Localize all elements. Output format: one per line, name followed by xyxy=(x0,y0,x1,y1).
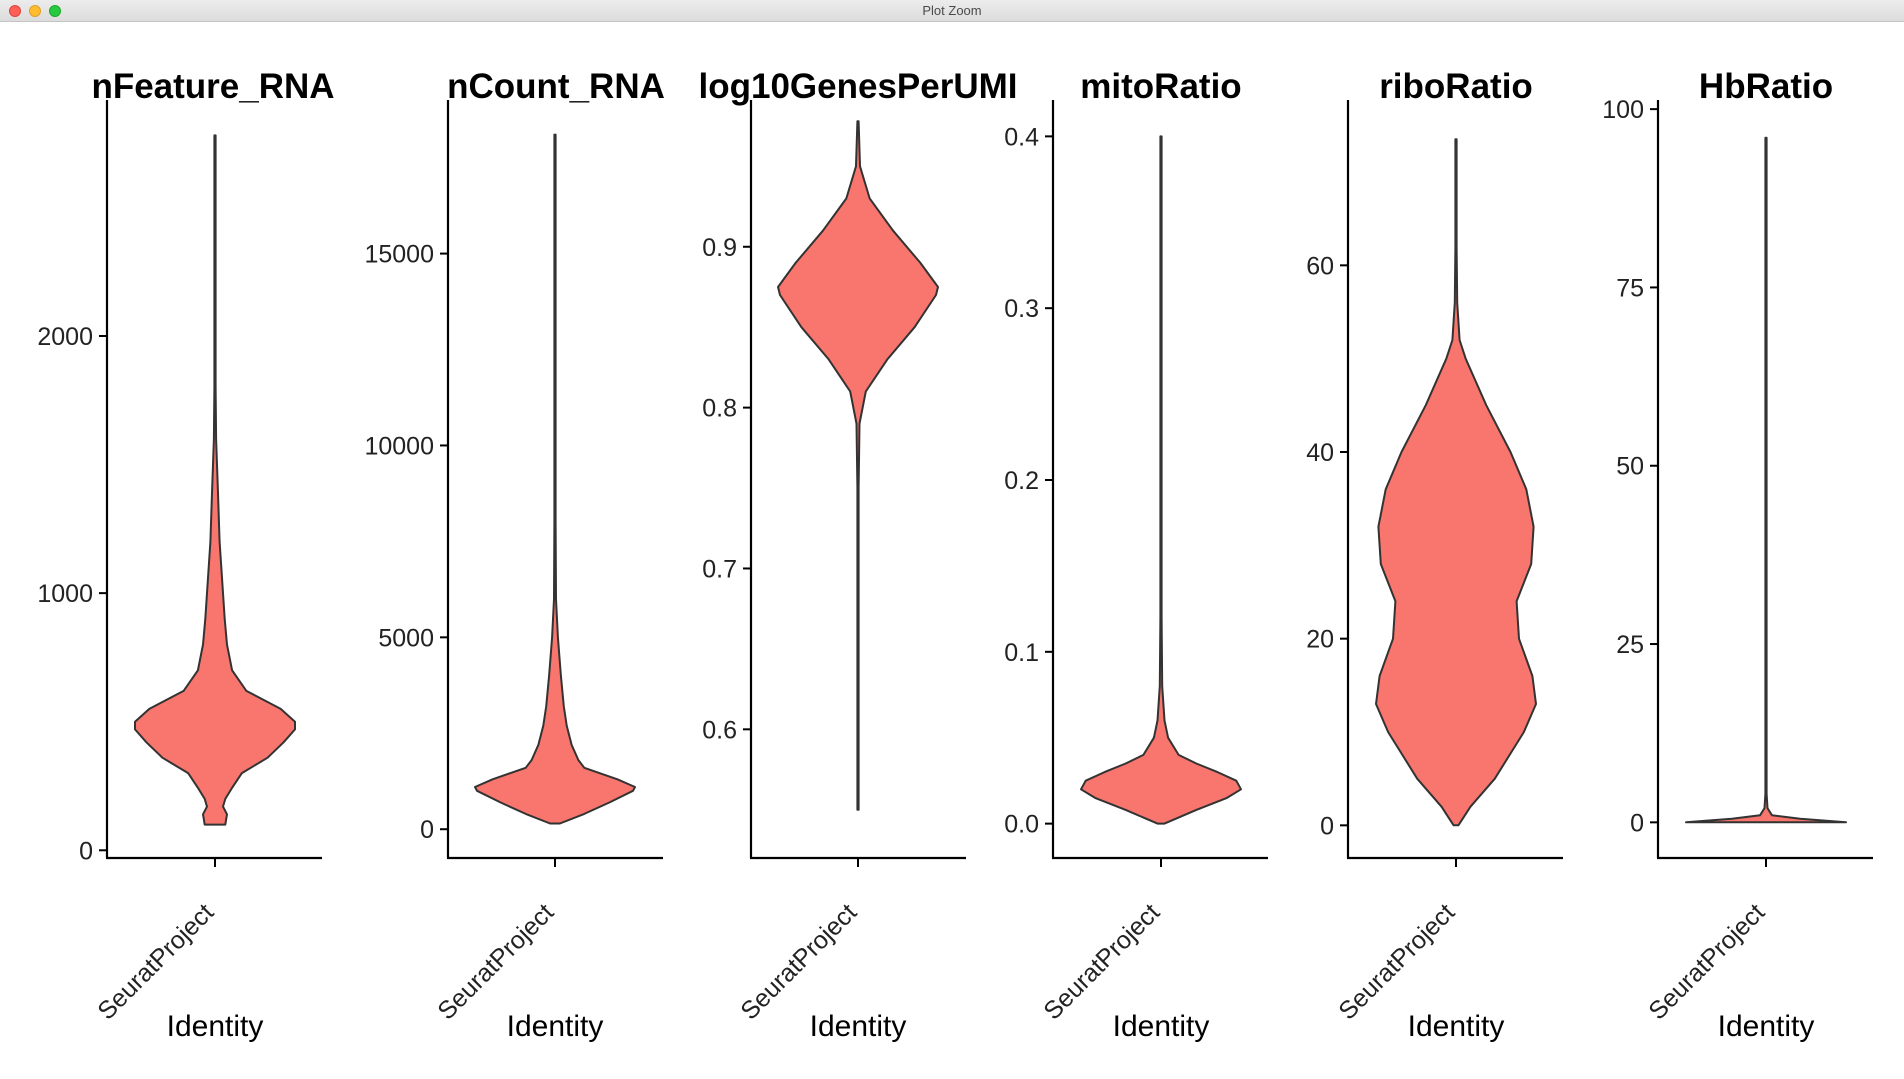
window-titlebar: Plot Zoom xyxy=(0,0,1904,22)
x-tick-label: SeuratProject xyxy=(1038,898,1165,1025)
violin-shape xyxy=(1375,138,1537,827)
x-tick-label: SeuratProject xyxy=(735,898,862,1025)
x-axis-label: Identity xyxy=(1408,1010,1505,1043)
panel-log10genesperumi: log10GenesPerUMI 0.6 0.7 0.8 0.9 SeuratProjec… xyxy=(699,67,1018,1043)
y-tick-label: 0 xyxy=(420,816,434,844)
x-axis-label: Identity xyxy=(1113,1010,1210,1043)
y-tick-label: 75 xyxy=(1616,274,1644,302)
y-tick-label: 0.7 xyxy=(702,555,737,583)
x-tick-label: SeuratProject xyxy=(432,898,559,1025)
y-tick-label: 0.2 xyxy=(1004,467,1039,495)
panel-title: mitoRatio xyxy=(1080,67,1241,106)
y-tick-label: 5000 xyxy=(378,624,434,652)
x-axis-label: Identity xyxy=(507,1010,604,1043)
y-tick-label: 0.0 xyxy=(1004,811,1039,839)
y-tick-label: 0.6 xyxy=(702,716,737,744)
panel-ncount-rna: nCount_RNA 0 5000 10000 15000 SeuratProjectId… xyxy=(364,67,664,1043)
panel-title: HbRatio xyxy=(1699,67,1833,106)
y-tick-label: 60 xyxy=(1306,252,1334,280)
violin-shape xyxy=(1080,135,1242,825)
y-tick-label: 0.1 xyxy=(1004,639,1039,667)
x-axis-label: Identity xyxy=(1718,1010,1815,1043)
zoom-window-icon[interactable] xyxy=(49,5,61,17)
violin-shape xyxy=(474,133,636,825)
y-tick-label: 0.9 xyxy=(702,234,737,262)
y-tick-label: 0 xyxy=(1320,812,1334,840)
y-tick-label: 0.4 xyxy=(1004,123,1039,151)
close-window-icon[interactable] xyxy=(9,5,21,17)
violin-shape xyxy=(134,134,296,826)
y-tick-label: 40 xyxy=(1306,439,1334,467)
window-title: Plot Zoom xyxy=(922,3,982,18)
y-tick-label: 25 xyxy=(1616,631,1644,659)
y-tick-label: 0.8 xyxy=(702,395,737,423)
y-tick-label: 0 xyxy=(1630,809,1644,837)
x-tick-label: SeuratProject xyxy=(1643,898,1770,1025)
y-tick-label: 0.3 xyxy=(1004,295,1039,323)
panel-title: nCount_RNA xyxy=(447,67,665,106)
panel-mitoratio: mitoRatio 0.0 0.1 0.2 0.3 0.4 SeuratProjectIde… xyxy=(1004,67,1268,1043)
y-tick-label: 2000 xyxy=(37,323,93,351)
y-tick-label: 10000 xyxy=(364,432,434,460)
violin-shape xyxy=(1685,136,1847,824)
y-tick-label: 100 xyxy=(1602,96,1644,124)
panel-nfeature-rna: nFeature_RNA 0 1000 2000 SeuratProjectIdenti… xyxy=(37,67,334,1043)
x-tick-label: SeuratProject xyxy=(1333,898,1460,1025)
panel-title: riboRatio xyxy=(1379,67,1533,106)
x-axis-label: Identity xyxy=(167,1010,264,1043)
panel-title: nFeature_RNA xyxy=(91,67,334,106)
violin-shape xyxy=(777,120,939,811)
y-tick-label: 20 xyxy=(1306,626,1334,654)
violin-plot-grid: nFeature_RNA010002000SeuratProjectIdenti… xyxy=(37,67,1873,1043)
panel-title: log10GenesPerUMI xyxy=(699,67,1018,106)
y-tick-label: 0 xyxy=(79,837,93,865)
y-tick-label: 1000 xyxy=(37,580,93,608)
y-tick-label: 50 xyxy=(1616,453,1644,481)
x-axis-label: Identity xyxy=(810,1010,907,1043)
minimize-window-icon[interactable] xyxy=(29,5,41,17)
x-tick-label: SeuratProject xyxy=(92,898,219,1025)
y-tick-label: 15000 xyxy=(364,241,434,269)
